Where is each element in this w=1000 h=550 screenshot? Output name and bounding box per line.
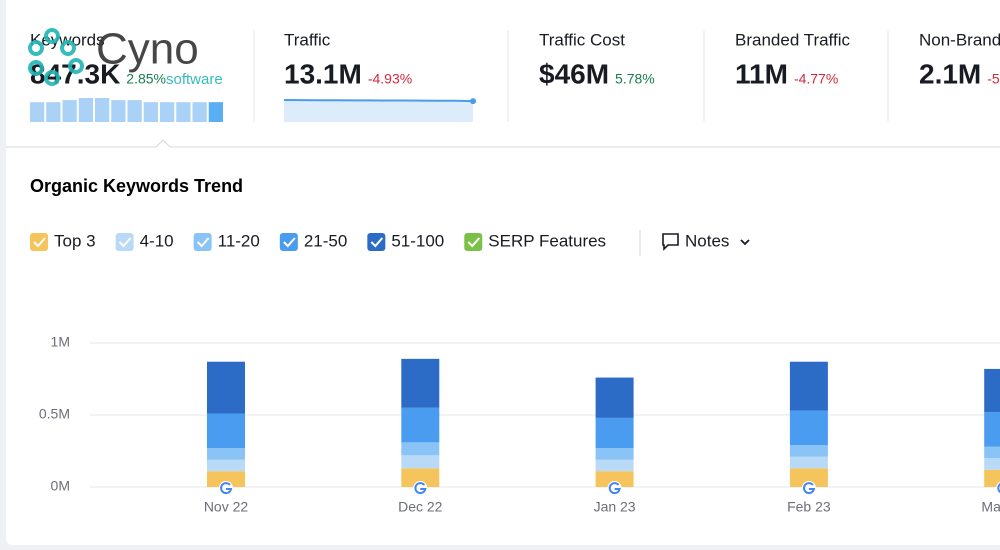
- bar-segment: [401, 455, 440, 469]
- legend-label: 11-20: [218, 231, 260, 250]
- bar-segment: [401, 442, 440, 456]
- sparkline-line: [283, 99, 474, 103]
- legend-label: 21-50: [304, 231, 347, 250]
- serp-icon-g: [414, 482, 427, 495]
- bar-segment: [595, 417, 634, 449]
- legend-label: Top 3: [54, 231, 96, 250]
- sparkline-bar: [30, 102, 45, 122]
- bar-segment: [789, 468, 828, 487]
- sparkline-area: [284, 100, 473, 122]
- bar-segment: [207, 471, 245, 487]
- metric-label: Traffic Cost: [539, 30, 625, 49]
- bar-segment: [789, 361, 828, 411]
- bar-segment: [789, 445, 828, 457]
- legend-checkbox: [279, 233, 298, 251]
- y-tick-label: 0.5M: [39, 406, 70, 422]
- y-tick-label: 1M: [51, 334, 70, 350]
- bar-segment: [595, 377, 634, 418]
- metric-label: Branded Traffic: [735, 30, 850, 49]
- bar-segment: [401, 468, 440, 487]
- y-tick-label: 0M: [51, 478, 70, 494]
- card: Organic Keywords Trend Notes Keywords 847…: [6, 0, 1000, 545]
- legend-check: [196, 237, 210, 248]
- legend-checkbox: [193, 233, 212, 251]
- metric-value: 2.1M: [919, 58, 981, 89]
- serp-icon-g: [997, 483, 1000, 494]
- x-tick-label: Dec 22: [398, 499, 443, 515]
- sparkline-dot: [470, 98, 476, 105]
- notes-label[interactable]: Notes: [685, 231, 729, 250]
- legend-check: [283, 237, 296, 248]
- watermark: Cyno software: [28, 25, 223, 88]
- metric-change: -4.77%: [794, 71, 838, 87]
- metric-value: 13.1M: [284, 58, 362, 89]
- chart-title: Organic Keywords Trend: [30, 176, 243, 196]
- metric-value: 11M: [735, 58, 788, 89]
- bar-segment: [789, 456, 828, 469]
- metric-change: 5.78%: [615, 71, 655, 87]
- legend-label: 4-10: [140, 231, 174, 250]
- sparkline-bar: [192, 102, 207, 122]
- bar-segment: [207, 448, 245, 460]
- sparkline-bar: [127, 100, 142, 122]
- bar-segment: [789, 410, 828, 446]
- sparkline-bar: [62, 100, 77, 122]
- bar-segment: [401, 358, 440, 408]
- bar-segment: [401, 407, 440, 443]
- sparkline-bar: [176, 102, 191, 122]
- sparkline-bar: [78, 98, 93, 122]
- x-tick-label: Mar 23: [981, 499, 1000, 515]
- legend-checkbox: [464, 233, 483, 251]
- sparkline-bar: [208, 102, 223, 122]
- metric-change: -4.93%: [368, 71, 412, 87]
- bar-segment: [984, 458, 1000, 470]
- x-tick-label: Nov 22: [204, 499, 249, 515]
- legend-label: 51-100: [391, 231, 444, 250]
- bar-segment: [595, 448, 634, 460]
- legend-checkbox: [30, 233, 48, 251]
- serp-icon-g: [220, 482, 233, 495]
- legend-checkbox: [367, 233, 386, 251]
- bar-segment: [595, 459, 634, 472]
- bar-segment: [984, 368, 1000, 413]
- legend-label: SERP Features: [488, 231, 606, 250]
- legend-checkbox: [115, 233, 134, 251]
- dashboard: Organic Keywords Trend Notes Keywords847…: [6, 25, 1000, 515]
- sparkline-bar: [46, 102, 61, 122]
- legend-check: [118, 237, 132, 248]
- x-tick-label: Feb 23: [787, 499, 831, 515]
- legend-check: [467, 237, 481, 248]
- metric-value: $46M: [539, 58, 609, 89]
- sparkline-bar: [160, 102, 175, 122]
- bar-segment: [984, 412, 1000, 447]
- notes-button[interactable]: Notes: [662, 231, 750, 251]
- watermark-name: Cyno: [96, 25, 199, 74]
- legend-check: [370, 237, 384, 248]
- bar-segment: [207, 459, 245, 472]
- legend-check: [33, 237, 46, 248]
- metric-change: -5: [987, 71, 1000, 87]
- serp-icon-g: [608, 482, 621, 495]
- metric-label: Non-Branded Traffic: [919, 30, 1000, 49]
- metric-label: Traffic: [284, 30, 331, 49]
- metric-label: Keywords: [30, 30, 105, 49]
- serp-icon-g: [802, 482, 816, 495]
- bar-segment: [595, 471, 634, 487]
- bar-segment: [207, 413, 245, 449]
- sparkline-bar: [111, 100, 126, 122]
- sparkline-bar: [143, 102, 158, 122]
- bar-segment: [984, 469, 1000, 487]
- tab-pointer: [6, 139, 1000, 148]
- bar-segment: [207, 361, 245, 414]
- sparkline-bar: [95, 98, 110, 122]
- watermark-sub: software: [166, 71, 223, 88]
- x-tick-label: Jan 23: [594, 499, 636, 515]
- bar-segment: [984, 446, 1000, 459]
- metric-change: 2.85%: [126, 71, 166, 87]
